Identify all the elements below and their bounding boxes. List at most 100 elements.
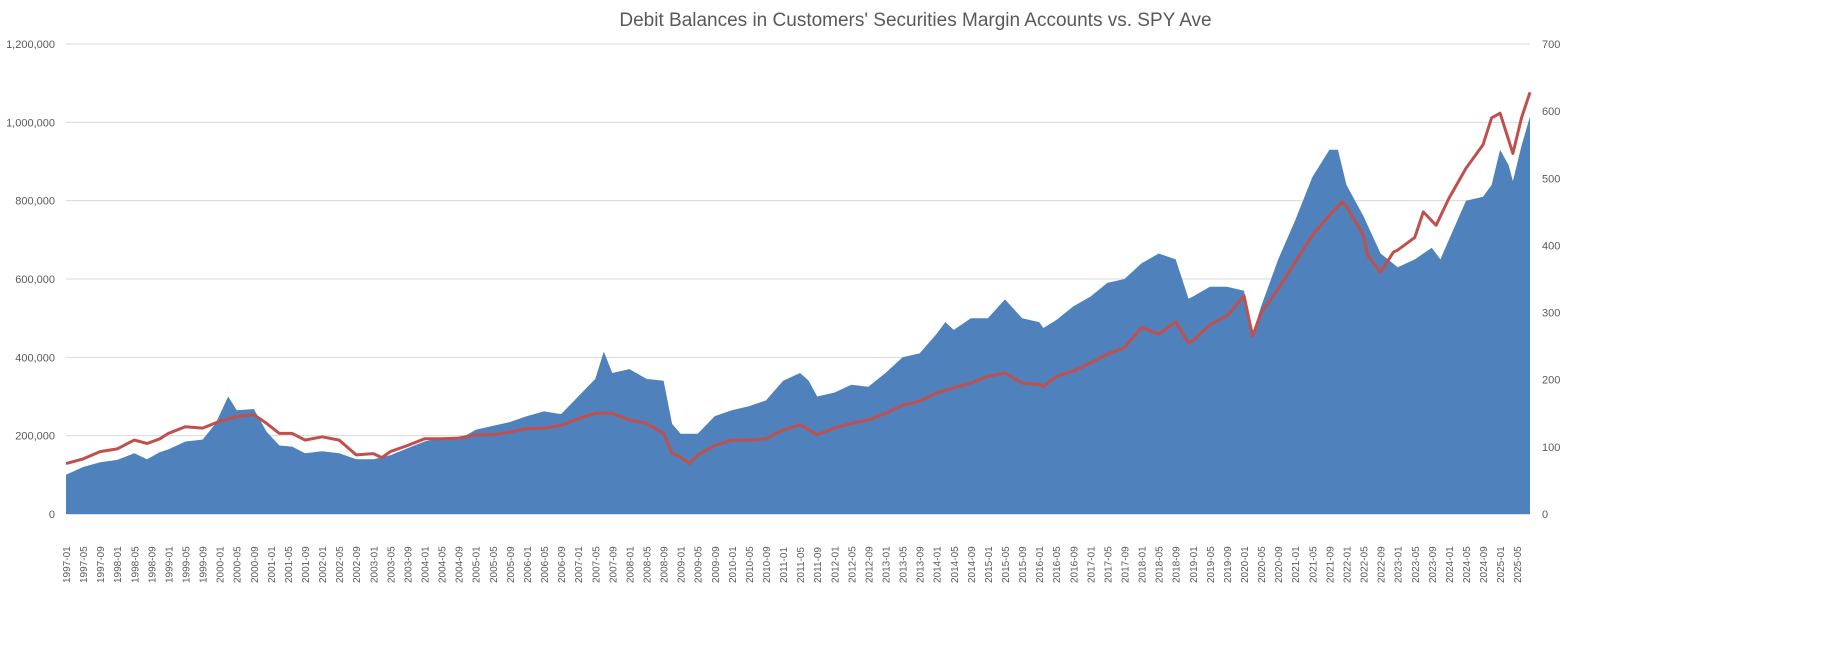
x-axis-tick-label: 2011-09 [813, 547, 824, 583]
spy-average-line [65, 91, 1532, 466]
x-axis-tick-label: 2006-01 [523, 546, 534, 583]
x-axis-tick-label: 2003-09 [404, 546, 415, 583]
left-axis-tick-labels: 0 200,000 400,000 600,000 800,000 1,000,000 1,… [6, 39, 55, 521]
x-axis-tick-label: 2009-01 [677, 546, 688, 583]
x-axis-tick-label: 2004-09 [455, 546, 466, 583]
right-axis-tick-label: 600 [1542, 106, 1560, 118]
left-axis-tick-label: 600,000 [15, 274, 55, 286]
x-axis-tick-label: 2021-01 [1291, 546, 1302, 583]
x-axis-tick-label: 2017-01 [1086, 546, 1097, 583]
x-axis-tick-label: 2015-01 [984, 546, 995, 583]
x-axis-tick-label: 2021-09 [1325, 546, 1336, 583]
x-axis-tick-label: 2017-05 [1103, 546, 1114, 583]
left-axis-tick-label: 400,000 [15, 352, 55, 364]
x-axis-tick-label: 2004-05 [438, 546, 449, 583]
x-axis-tick-label: 2012-01 [830, 546, 841, 583]
x-axis-tick-label: 2005-09 [506, 546, 517, 583]
x-axis-tick-label: 1998-09 [147, 546, 158, 583]
x-axis-tick-label: 2006-09 [557, 546, 568, 583]
x-axis-tick-label: 2007-01 [574, 546, 585, 583]
x-axis-tick-label: 2010-05 [745, 546, 756, 583]
x-axis-tick-label: 1999-01 [164, 546, 175, 583]
x-axis-tick-label: 2025-01 [1496, 546, 1507, 583]
x-axis-tick-label: 1998-05 [130, 546, 141, 583]
x-axis-tick-label: 2014-01 [933, 546, 944, 583]
margin-debit-area [66, 116, 1530, 514]
x-axis-tick-label: 2008-09 [660, 546, 671, 583]
x-axis-tick-label: 2024-05 [1462, 546, 1473, 583]
x-axis-tick-label: 1999-09 [199, 546, 210, 583]
x-axis-tick-label: 2015-09 [1018, 546, 1029, 583]
x-axis-tick-label: 2009-05 [694, 546, 705, 583]
x-axis-tick-label: 2000-01 [216, 546, 227, 583]
left-axis-tick-label: 200,000 [15, 431, 55, 443]
x-axis-tick-label: 2014-05 [950, 546, 961, 583]
right-axis-tick-label: 0 [1542, 509, 1548, 521]
spy-average-line-series [65, 91, 1532, 466]
right-axis-tick-label: 100 [1542, 442, 1560, 454]
x-axis-tick-label: 1997-09 [96, 546, 107, 583]
x-axis-tick-label: 2025-05 [1513, 546, 1524, 583]
right-axis-tick-label: 700 [1542, 39, 1560, 51]
margin-debit-area-series [66, 116, 1530, 514]
x-axis-tick-label: 2005-01 [472, 546, 483, 583]
x-axis-tick-label: 2013-01 [882, 546, 893, 583]
x-axis-tick-label: 2021-05 [1308, 546, 1319, 583]
x-axis-tick-label: 2023-09 [1428, 546, 1439, 583]
x-axis-tick-label: 2002-05 [335, 546, 346, 583]
x-axis-tick-labels: 1997-01 1997-05 1997-09 1998-01 1998-05 1998-… [62, 546, 1524, 583]
x-axis-tick-label: 1998-01 [113, 546, 124, 583]
right-axis-tick-label: 500 [1542, 173, 1560, 185]
x-axis-tick-label: 2010-01 [728, 546, 739, 583]
x-axis-tick-label: 2011-01 [779, 547, 790, 583]
x-axis-tick-label: 2007-09 [608, 546, 619, 583]
right-axis-tick-labels: 0 100 200 300 400 500 600 700 [1542, 39, 1560, 521]
x-axis-tick-label: 2020-05 [1257, 546, 1268, 583]
x-axis-tick-label: 2006-05 [540, 546, 551, 583]
x-axis-tick-label: 2017-09 [1121, 546, 1132, 583]
right-axis-tick-label: 200 [1542, 375, 1560, 387]
x-axis-tick-label: 2020-01 [1240, 546, 1251, 583]
x-axis-tick-label: 2011-05 [796, 547, 807, 583]
x-axis-tick-label: 2023-01 [1394, 546, 1405, 583]
x-axis-tick-label: 2008-01 [625, 546, 636, 583]
x-axis-tick-label: 1997-01 [62, 546, 73, 583]
x-axis-tick-label: 2018-01 [1138, 546, 1149, 583]
chart-title: Debit Balances in Customers' Securities … [619, 10, 1212, 31]
x-axis-tick-label: 2000-05 [233, 546, 244, 583]
x-axis-tick-label: 2016-01 [1035, 546, 1046, 583]
right-axis-tick-label: 300 [1542, 308, 1560, 320]
x-axis-tick-label: 2013-09 [916, 546, 927, 583]
x-axis-tick-label: 2016-05 [1052, 546, 1063, 583]
x-axis-tick-label: 1999-05 [182, 546, 193, 583]
x-axis-tick-label: 2024-09 [1479, 546, 1490, 583]
left-axis-tick-label: 800,000 [15, 196, 55, 208]
x-axis-tick-label: 2014-09 [967, 546, 978, 583]
x-axis-tick-label: 2002-09 [352, 546, 363, 583]
x-axis-tick-label: 2001-09 [301, 546, 312, 583]
x-axis-tick-label: 2019-01 [1189, 546, 1200, 583]
x-axis-tick-label: 2016-09 [1069, 546, 1080, 583]
right-axis-tick-label: 400 [1542, 240, 1560, 252]
left-axis-tick-label: 1,200,000 [6, 39, 55, 51]
x-axis-tick-label: 2018-09 [1172, 546, 1183, 583]
x-axis-tick-label: 2010-09 [762, 546, 773, 583]
x-axis-tick-label: 2001-01 [267, 546, 278, 583]
x-axis-tick-label: 2022-09 [1377, 546, 1388, 583]
x-axis-tick-label: 2009-09 [711, 546, 722, 583]
x-axis-tick-label: 2005-05 [489, 546, 500, 583]
x-axis-tick-label: 2013-05 [899, 546, 910, 583]
x-axis-tick-label: 2022-01 [1343, 546, 1354, 583]
x-axis-tick-label: 2002-01 [318, 546, 329, 583]
x-axis-tick-label: 2020-09 [1274, 546, 1285, 583]
x-axis-tick-label: 2004-01 [421, 546, 432, 583]
x-axis-tick-label: 2007-05 [591, 546, 602, 583]
left-axis-tick-label: 1,000,000 [6, 117, 55, 129]
x-axis-tick-label: 2003-01 [369, 546, 380, 583]
x-axis-tick-label: 1997-05 [79, 546, 90, 583]
x-axis-tick-label: 2003-05 [386, 546, 397, 583]
x-axis-tick-label: 2024-01 [1445, 546, 1456, 583]
x-axis-tick-label: 2000-09 [250, 546, 261, 583]
